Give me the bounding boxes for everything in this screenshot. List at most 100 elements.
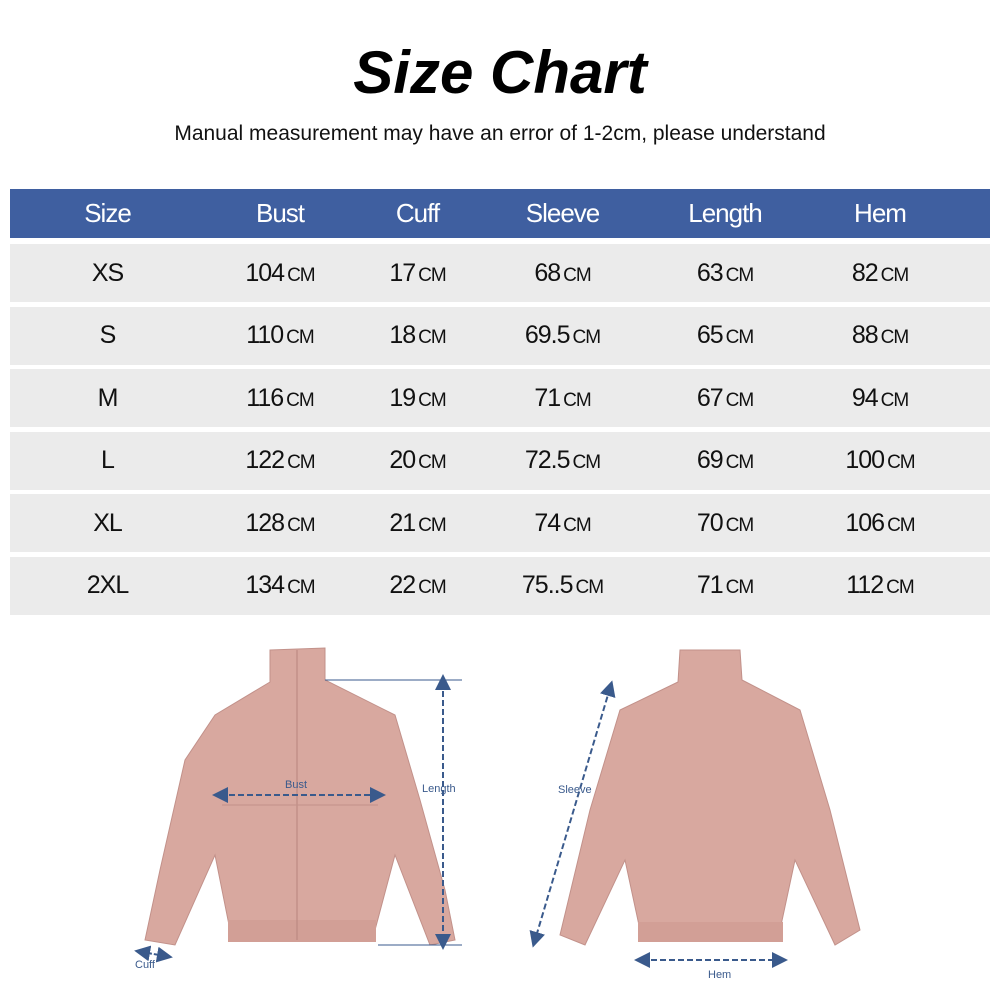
unit-label: CM <box>887 514 916 536</box>
jacket-diagram: Bust Length Cuff Sleeve Hem <box>134 647 861 981</box>
cell-value: 100 <box>845 446 885 475</box>
unit-label: CM <box>287 577 316 599</box>
sleeve-label: Sleeve <box>558 784 592 796</box>
measure-cell: 18 CM <box>355 321 480 350</box>
size-cell: XS <box>10 259 205 288</box>
cuff-label: Cuff <box>135 959 156 971</box>
unit-label: CM <box>880 389 910 411</box>
measure-cell: 116 CM <box>205 384 355 413</box>
cell-value: 69 <box>696 446 724 475</box>
hem-label: Hem <box>708 969 731 981</box>
measure-cell: 88 CM <box>805 321 955 350</box>
measure-cell: 94 CM <box>805 384 955 413</box>
unit-label: CM <box>725 264 755 286</box>
cell-value: 134 <box>245 571 285 600</box>
unit-label: CM <box>418 514 447 536</box>
table-row: XL 128 CM 21 CM 74 CM 70 CM 106 CM <box>10 494 990 553</box>
measure-cell: 65 CM <box>645 321 805 350</box>
unit-label: CM <box>880 327 910 349</box>
cell-value: 71 <box>696 571 724 600</box>
unit-label: CM <box>563 264 592 286</box>
measure-cell: 122 CM <box>205 446 355 475</box>
measure-cell: 134 CM <box>205 571 355 600</box>
measure-cell: 63 CM <box>645 259 805 288</box>
cell-value: 2XL <box>86 571 129 600</box>
unit-label: CM <box>725 452 755 474</box>
length-label: Length <box>422 783 456 795</box>
unit-label: CM <box>418 452 447 474</box>
cell-value: 18 <box>389 321 416 350</box>
cell-value: 21 <box>389 508 416 537</box>
measure-cell: 71 CM <box>645 571 805 600</box>
measure-cell: 82 CM <box>805 259 955 288</box>
measure-cell: 69.5 CM <box>480 321 645 350</box>
unit-label: CM <box>887 452 916 474</box>
cell-value: 112 <box>846 571 884 600</box>
subtitle: Manual measurement may have an error of … <box>174 122 826 145</box>
cell-value: 74 <box>534 508 561 537</box>
measure-cell: 104 CM <box>205 259 355 288</box>
header-hem: Hem <box>854 198 907 228</box>
unit-label: CM <box>563 389 592 411</box>
cell-value: 88 <box>851 321 879 350</box>
cell-value: 104 <box>245 258 285 287</box>
cell-value: 94 <box>851 383 879 412</box>
size-cell: 2XL <box>10 571 205 600</box>
cell-value: 70 <box>696 508 724 537</box>
table-row: M 116 CM 19 CM 71 CM 67 CM 94 CM <box>10 369 990 428</box>
table-row: S 110 CM 18 CM 69.5 CM 65 CM 88 CM <box>10 306 990 365</box>
unit-label: CM <box>725 514 755 536</box>
size-cell: L <box>10 446 205 475</box>
measure-cell: 17 CM <box>355 259 480 288</box>
cell-value: XL <box>93 508 123 537</box>
measure-cell: 112 CM <box>805 571 955 600</box>
cell-value: 72.5 <box>524 446 571 475</box>
size-cell: S <box>10 321 205 350</box>
unit-label: CM <box>563 514 592 536</box>
unit-label: CM <box>418 327 447 349</box>
cell-value: 20 <box>389 446 416 475</box>
cell-value: 68 <box>534 258 561 287</box>
cell-value: 71 <box>534 383 561 412</box>
cell-value: 69.5 <box>524 321 571 350</box>
cell-value: 122 <box>245 446 285 475</box>
page-title: Size Chart <box>353 39 647 106</box>
header-length: Length <box>688 198 763 228</box>
measure-cell: 68 CM <box>480 259 645 288</box>
measure-cell: 128 CM <box>205 509 355 538</box>
cell-value: 116 <box>246 383 284 412</box>
size-table: Size Bust Cuff Sleeve Length Hem XS 104 CM… <box>10 189 990 620</box>
measure-cell: 72.5 CM <box>480 446 645 475</box>
cell-value: 75..5 <box>521 571 574 600</box>
header-size: Size <box>84 198 132 228</box>
jacket-back-image <box>559 649 861 946</box>
measure-cell: 75..5 CM <box>480 571 645 600</box>
cell-value: L <box>101 446 115 475</box>
cell-value: 19 <box>389 383 416 412</box>
cell-value: 67 <box>696 383 724 412</box>
measure-cell: 22 CM <box>355 571 480 600</box>
unit-label: CM <box>572 327 602 349</box>
measure-cell: 69 CM <box>645 446 805 475</box>
unit-label: CM <box>725 577 755 599</box>
measure-cell: 106 CM <box>805 509 955 538</box>
unit-label: CM <box>286 389 315 411</box>
cell-value: 110 <box>246 321 284 350</box>
jacket-front-image <box>144 647 456 946</box>
unit-label: CM <box>287 514 316 536</box>
measure-cell: 110 CM <box>205 321 355 350</box>
cell-value: XS <box>91 258 124 287</box>
cell-value: 63 <box>696 258 724 287</box>
unit-label: CM <box>418 389 447 411</box>
unit-label: CM <box>418 264 447 286</box>
cell-value: M <box>97 383 119 412</box>
header-bust: Bust <box>255 198 305 228</box>
measure-cell: 100 CM <box>805 446 955 475</box>
measure-cell: 71 CM <box>480 384 645 413</box>
unit-label: CM <box>287 452 316 474</box>
cell-value: 106 <box>845 508 885 537</box>
cell-value: 82 <box>851 258 879 287</box>
table-row: L 122 CM 20 CM 72.5 CM 69 CM 100 CM <box>10 431 990 490</box>
bust-label: Bust <box>285 779 307 791</box>
unit-label: CM <box>287 264 316 286</box>
